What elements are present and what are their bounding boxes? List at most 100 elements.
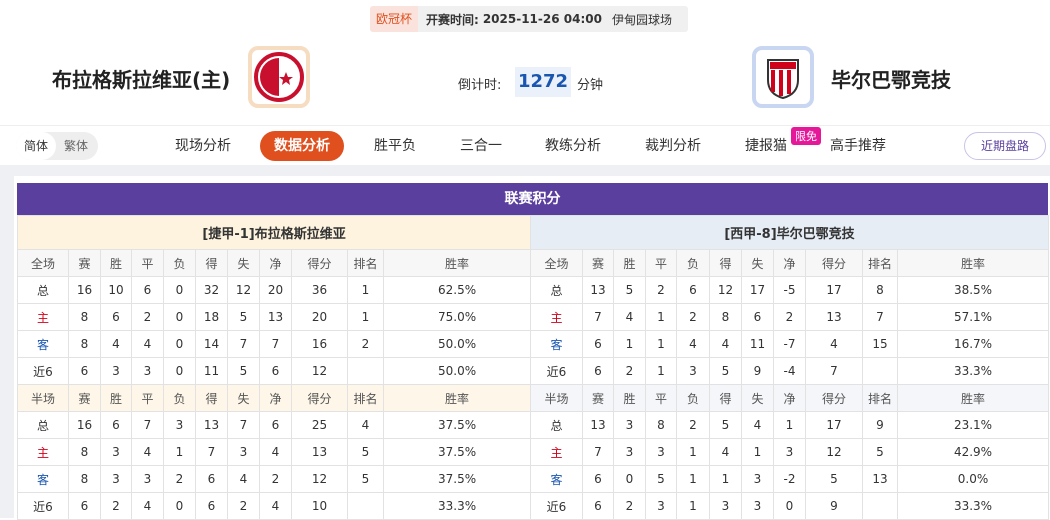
lang-option[interactable]: 繁体 xyxy=(63,139,88,153)
cell: 6 xyxy=(195,465,228,493)
cell: 1 xyxy=(645,330,677,358)
cell: 6 xyxy=(582,357,614,385)
cell: 8 xyxy=(645,411,677,439)
cell: 4 xyxy=(741,411,774,439)
lang-option[interactable]: 简体 xyxy=(16,132,56,160)
cell: 15 xyxy=(862,330,898,358)
cell: 25 xyxy=(291,411,348,439)
row-label: 主 xyxy=(17,438,69,466)
column-header: 胜率 xyxy=(896,384,1050,412)
data-row: 主 8 6 2 0 18 5 13 20 1 75.0% xyxy=(17,303,532,331)
cell: 7 xyxy=(195,438,228,466)
column-header: 得分 xyxy=(291,384,348,412)
cell: 7 xyxy=(259,330,292,358)
tab[interactable]: 胜平负 xyxy=(374,138,416,154)
title-row: [捷甲-1]布拉格斯拉维亚 xyxy=(16,215,532,250)
competition[interactable]: 欧冠杯 xyxy=(370,6,419,32)
tab[interactable]: 数据分析 xyxy=(260,131,344,161)
tab[interactable]: 教练分析 xyxy=(545,138,601,154)
cell: 1 xyxy=(676,492,710,520)
row-label: 客 xyxy=(17,465,69,493)
cell: 6 xyxy=(100,303,132,331)
cell: 8 xyxy=(68,465,101,493)
cell xyxy=(347,357,384,385)
badge: 限免 xyxy=(791,127,821,145)
cell: 12 xyxy=(709,276,742,304)
row-label: 主 xyxy=(530,438,583,466)
cell: 4 xyxy=(347,411,384,439)
cell: 3 xyxy=(163,411,196,439)
row-label: 总 xyxy=(530,411,583,439)
column-header: 半场 xyxy=(17,384,69,412)
cell: 3 xyxy=(773,438,806,466)
cell: 2 xyxy=(163,465,196,493)
column-header: 排名 xyxy=(347,249,384,277)
cell: 6 xyxy=(741,303,774,331)
tab[interactable]: 现场分析 xyxy=(175,138,231,154)
column-header: 赛 xyxy=(582,384,614,412)
header-row: 全场赛胜平负得失净得分 排名 胜率 xyxy=(17,249,532,277)
away-team[interactable]: 毕尔巴鄂竞技 xyxy=(831,68,951,92)
data-row: 客 6 0 5 1 1 3 -2 5 13 0.0% xyxy=(530,465,1050,493)
column-header: 赛 xyxy=(68,249,101,277)
kickoff-label: 开赛时间: xyxy=(426,12,479,27)
cell: 12 xyxy=(291,357,348,385)
recent-button[interactable]: 近期盘路 xyxy=(964,132,1046,160)
cell: 33.3% xyxy=(896,492,1050,520)
standings-table: [西甲-8]毕尔巴鄂竞技 全场赛胜平负得失净得分 排名 胜率总 13 5 2 6 12 17 -5 1… xyxy=(529,215,1050,520)
cell: 6 xyxy=(582,492,614,520)
cell: 11 xyxy=(741,330,774,358)
cell: 13 xyxy=(259,303,292,331)
column-header: 胜率 xyxy=(382,249,532,277)
cell: 6 xyxy=(259,411,292,439)
row-label: 客 xyxy=(530,465,583,493)
lang-switch: 简体 繁体 xyxy=(16,132,98,160)
home-team[interactable]: 布拉格斯拉维亚(主) xyxy=(52,68,231,92)
cell: 4 xyxy=(227,465,260,493)
cell: 3 xyxy=(645,438,677,466)
cell: 2 xyxy=(613,357,646,385)
cell: 7 xyxy=(582,438,614,466)
cell: 3 xyxy=(613,411,646,439)
cell: 3 xyxy=(227,438,260,466)
cell: 4 xyxy=(259,492,292,520)
column-header: 胜率 xyxy=(382,384,532,412)
cell: 37.5% xyxy=(382,438,532,466)
row-label: 近6 xyxy=(17,357,69,385)
column-header: 胜 xyxy=(100,384,132,412)
tab[interactable]: 裁判分析 xyxy=(645,138,701,154)
cell: 7 xyxy=(862,303,898,331)
cell: 4 xyxy=(131,330,164,358)
cell: 20 xyxy=(291,303,348,331)
match-info: 欧冠杯 开赛时间: 2025-11-26 04:00 伊甸园球场 xyxy=(370,6,688,32)
title-row: [西甲-8]毕尔巴鄂竞技 xyxy=(529,215,1050,250)
home-logo xyxy=(248,46,310,108)
column-header: 失 xyxy=(227,384,260,412)
cell: 3 xyxy=(100,438,132,466)
cell: 7 xyxy=(582,303,614,331)
tab[interactable]: 捷报猫 xyxy=(745,138,787,154)
cell: 1 xyxy=(645,357,677,385)
data-row: 总 16 10 6 0 32 12 20 36 1 62.5% xyxy=(17,276,532,304)
header-row: 半场赛胜平负得失净得分 排名 胜率 xyxy=(17,384,532,412)
column-header: 排名 xyxy=(862,249,898,277)
standings-table: [捷甲-1]布拉格斯拉维亚 全场赛胜平负得失净得分 排名 胜率总 16 10 6 0 32 12 2… xyxy=(16,215,532,520)
cell: 16.7% xyxy=(896,330,1050,358)
data-row: 主 7 4 1 2 8 6 2 13 7 57.1% xyxy=(530,303,1050,331)
column-header: 负 xyxy=(676,384,710,412)
cell: 2 xyxy=(773,303,806,331)
cell: -7 xyxy=(773,330,806,358)
away-crest xyxy=(767,59,799,100)
data-row: 近6 6 2 3 1 3 3 0 9 33.3% xyxy=(530,492,1050,520)
cell: 3 xyxy=(741,465,774,493)
cell: 5 xyxy=(613,276,646,304)
cell: 20 xyxy=(259,276,292,304)
tab[interactable]: 三合一 xyxy=(460,138,502,154)
cell: 1 xyxy=(347,276,384,304)
tab[interactable]: 高手推荐 xyxy=(830,138,886,154)
cell: 5 xyxy=(227,303,260,331)
column-header: 得 xyxy=(709,384,742,412)
cell xyxy=(347,492,384,520)
column-header: 得分 xyxy=(805,384,863,412)
cell: 14 xyxy=(195,330,228,358)
